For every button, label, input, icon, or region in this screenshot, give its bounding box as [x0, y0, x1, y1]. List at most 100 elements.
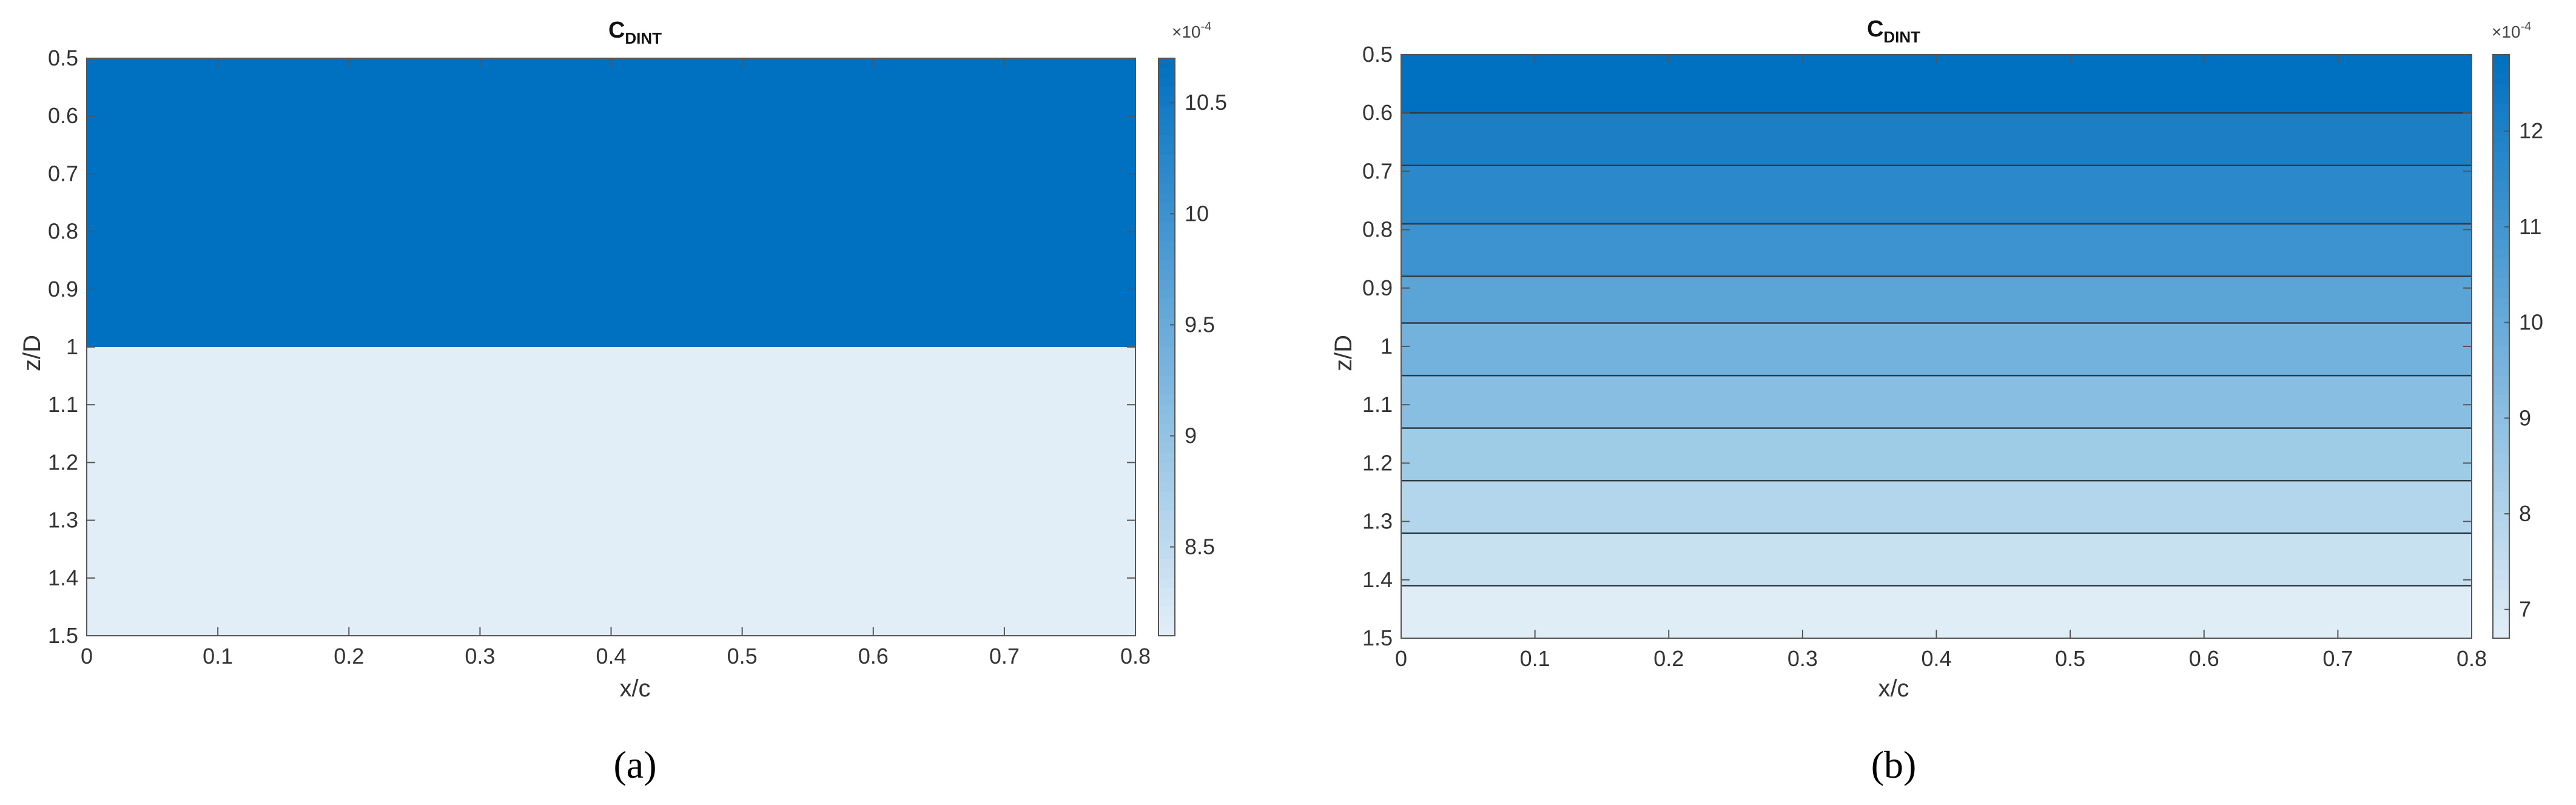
chart-b-ytick-label-6: 1.1	[1362, 392, 1393, 417]
chart-b-xtick-label-0: 0	[1395, 646, 1407, 671]
chart-a-xtick-label-3: 0.3	[465, 644, 495, 669]
chart-b-colorbar-segment-33	[2493, 376, 2509, 386]
chart-a-colorbar-segment-59	[1159, 626, 1175, 636]
chart-b-ytick-label-5: 1	[1380, 334, 1393, 359]
chart-b-ytick-label-1: 0.6	[1362, 100, 1393, 125]
chart-a-colorbar-segment-31	[1159, 356, 1175, 367]
chart-b-colorbar-segment-36	[2493, 405, 2509, 416]
chart-b-colorbar-segment-46	[2493, 502, 2509, 513]
chart-a-colorbar-segment-25	[1159, 298, 1175, 309]
chart-b-ytick-label-7: 1.2	[1362, 450, 1393, 475]
chart-b-colorbar-segment-2	[2493, 74, 2509, 85]
chart-b-band-2	[1401, 165, 2472, 224]
chart-a-colorbar-segment-14	[1159, 193, 1175, 203]
chart-a-xtick-label-1: 0.1	[203, 644, 233, 669]
chart-b-band-7	[1401, 428, 2472, 481]
chart-a-colorbar-segment-56	[1159, 597, 1175, 608]
chart-a-colorbar-segment-16	[1159, 212, 1175, 223]
chart-a-ytick-label-2: 0.7	[48, 161, 78, 186]
chart-b-ytick-label-4: 0.9	[1362, 275, 1393, 300]
chart-b-band-6	[1401, 376, 2472, 428]
chart-a-colorbar-segment-0	[1159, 58, 1175, 69]
chart-b-ytick-label-2: 0.7	[1362, 158, 1393, 183]
chart-b-colorbar-segment-3	[2493, 84, 2509, 95]
chart-a-xtick-label-7: 0.7	[989, 644, 1020, 669]
chart-a-ytick-label-0: 0.5	[48, 45, 78, 70]
chart-b-xtick-label-3: 0.3	[1787, 646, 1818, 671]
chart-b-band-0	[1401, 55, 2472, 113]
chart-b-xtick-label-2: 0.2	[1653, 646, 1684, 671]
chart-b-colorbar-segment-37	[2493, 414, 2509, 425]
chart-b-colorbar-segment-43	[2493, 473, 2509, 483]
chart-b-colorbar-segment-18	[2493, 229, 2509, 240]
chart-b-band-1	[1401, 113, 2472, 166]
chart-a-ytick-label-1: 0.6	[48, 103, 78, 128]
chart-a-colorbar-segment-58	[1159, 616, 1175, 627]
chart-a-title: CDINT	[608, 18, 662, 47]
chart-a-colorbar-segment-28	[1159, 328, 1175, 339]
chart-b-colorbar-segment-48	[2493, 521, 2509, 532]
chart-a-colorbar-segment-41	[1159, 453, 1175, 463]
chart-a-xtick-label-8: 0.8	[1120, 644, 1151, 669]
chart-a-band-0	[87, 58, 1135, 347]
chart-b-band-8	[1401, 480, 2472, 533]
chart-a-colorbar-segment-10	[1159, 154, 1175, 165]
chart-a-colorbar-segment-4	[1159, 96, 1175, 107]
chart-a-colorbar-segment-45	[1159, 491, 1175, 502]
chart-b-band-10	[1401, 585, 2472, 638]
chart-a-colorbar-segment-33	[1159, 376, 1175, 386]
chart-a-colorbar-segment-18	[1159, 231, 1175, 242]
chart-b-colorbar-segment-22	[2493, 268, 2509, 279]
chart-b-colorbar-segment-9	[2493, 142, 2509, 153]
chart-a-colorbar-segment-35	[1159, 395, 1175, 406]
chart-a-colorbar-segment-6	[1159, 116, 1175, 127]
chart-a-colorbar-segment-38	[1159, 423, 1175, 434]
chart-a-colorbar-tick-label-2: 9.5	[1185, 312, 1215, 337]
chart-a-colorbar-segment-21	[1159, 260, 1175, 271]
chart-b-colorbar-segment-23	[2493, 278, 2509, 289]
chart-a-colorbar-segment-27	[1159, 318, 1175, 329]
chart-b-colorbar-segment-40	[2493, 443, 2509, 454]
chart-a-colorbar-segment-43	[1159, 472, 1175, 483]
chart-a-xtick-label-5: 0.5	[727, 644, 758, 669]
chart-a-colorbar-segment-7	[1159, 126, 1175, 136]
chart-b-xlabel: x/c	[1878, 675, 1909, 702]
chart-b-colorbar-segment-44	[2493, 482, 2509, 493]
chart-b-ytick-label-8: 1.3	[1362, 509, 1393, 534]
chart-a-colorbar-segment-26	[1159, 308, 1175, 319]
chart-a-colorbar-segment-51	[1159, 549, 1175, 560]
chart-b-colorbar-segment-59	[2493, 628, 2509, 639]
chart-b-colorbar-segment-38	[2493, 424, 2509, 435]
chart-a-colorbar-segment-53	[1159, 568, 1175, 579]
chart-a-colorbar-segment-49	[1159, 530, 1175, 541]
chart-b-colorbar-segment-57	[2493, 608, 2509, 619]
chart-b-colorbar-segment-30	[2493, 346, 2509, 357]
chart-b-colorbar-multiplier: ×10-4	[2492, 20, 2531, 41]
chart-b-colorbar-tick-label-4: 11	[2519, 214, 2541, 239]
chart-a-colorbar-segment-8	[1159, 135, 1175, 146]
chart-b-colorbar-segment-24	[2493, 288, 2509, 298]
chart-a-colorbar-segment-50	[1159, 539, 1175, 550]
chart-a-colorbar-segment-22	[1159, 270, 1175, 280]
chart-b-colorbar-segment-39	[2493, 434, 2509, 445]
chart-b-colorbar-segment-16	[2493, 210, 2509, 221]
chart-b-colorbar-segment-31	[2493, 356, 2509, 367]
chart-b-band-5	[1401, 323, 2472, 376]
chart-a-ytick-label-5: 1	[66, 334, 78, 359]
chart-a-colorbar-segment-19	[1159, 241, 1175, 252]
chart-a-colorbar-segment-47	[1159, 510, 1175, 521]
chart-b-colorbar-segment-10	[2493, 152, 2509, 163]
chart-b-colorbar-segment-53	[2493, 570, 2509, 581]
chart-a-panel-label: (a)	[613, 743, 656, 786]
chart-a-colorbar-segment-46	[1159, 500, 1175, 511]
chart-b-colorbar-segment-49	[2493, 531, 2509, 542]
chart-a-colorbar-segment-17	[1159, 221, 1175, 232]
chart-b-colorbar-segment-26	[2493, 307, 2509, 318]
chart-b-xtick-label-4: 0.4	[1921, 646, 1951, 671]
chart-a-colorbar-segment-5	[1159, 106, 1175, 117]
chart-a-colorbar-segment-12	[1159, 173, 1175, 184]
chart-b: CDINT ×10-4 0 0.1 0.2 0.3 0.4 0.5 0.6 0.7 0.8 0.5…	[1330, 16, 2543, 786]
chart-b-xtick-label-8: 0.8	[2457, 646, 2487, 671]
chart-b-ytick-label-9: 1.4	[1362, 567, 1393, 592]
